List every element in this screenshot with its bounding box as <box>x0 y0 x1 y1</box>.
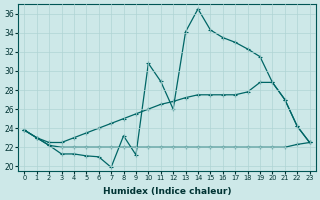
X-axis label: Humidex (Indice chaleur): Humidex (Indice chaleur) <box>103 187 231 196</box>
